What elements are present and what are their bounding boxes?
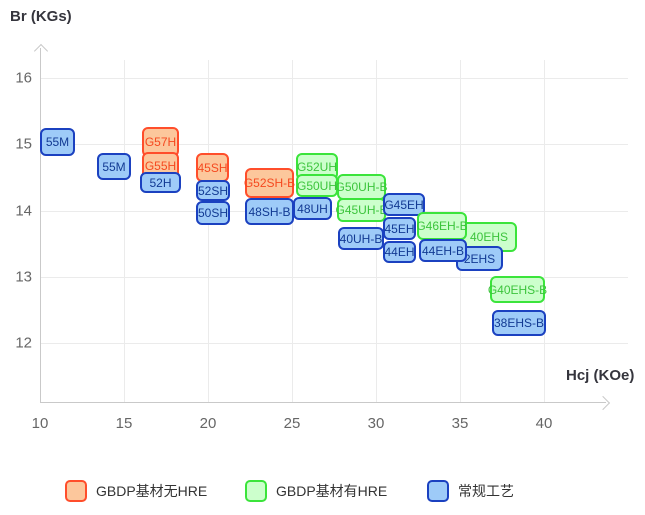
legend-swatch-icon — [245, 480, 267, 502]
h-gridline — [41, 211, 628, 212]
grade-box-52sh: 52SH — [196, 180, 230, 201]
y-axis-arrow-icon — [33, 43, 49, 59]
v-gridline — [124, 60, 125, 402]
x-axis-line — [40, 402, 606, 403]
y-tick-label: 16 — [15, 69, 32, 87]
grade-box-52h: 52H — [140, 172, 181, 193]
legend-swatch-icon — [65, 480, 87, 502]
grade-box-55m: 55M — [97, 153, 131, 180]
grade-box-g45uh-b: G45UH-B — [336, 198, 388, 222]
h-gridline — [41, 343, 628, 344]
grade-box-48sh-b: 48SH-B — [245, 198, 294, 225]
x-tick-label: 40 — [535, 415, 553, 432]
grade-box-40uh-b: 40UH-B — [338, 227, 384, 250]
v-gridline — [544, 60, 545, 402]
y-tick-label: 12 — [15, 334, 32, 352]
v-gridline — [208, 60, 209, 402]
grade-box-44eh: 44EH — [383, 241, 416, 263]
grade-box-50sh: 50SH — [196, 201, 230, 225]
grade-box-g46eh-b: G46EH-B — [416, 212, 468, 240]
x-tick-label: 15 — [115, 415, 133, 432]
y-axis-title: Br (KGs) — [10, 8, 72, 25]
h-gridline — [41, 78, 628, 79]
legend-item-gbdp_no_hre[interactable]: GBDP基材无HRE — [65, 480, 207, 502]
y-axis-line — [40, 48, 41, 402]
grade-box-44eh-b: 44EH-B — [419, 239, 467, 262]
legend-label: 常规工艺 — [458, 483, 514, 499]
legend-item-gbdp_hre[interactable]: GBDP基材有HRE — [245, 480, 387, 502]
v-gridline — [292, 60, 293, 402]
legend-item-conventional[interactable]: 常规工艺 — [427, 480, 514, 502]
x-axis-title: Hcj (KOe) — [566, 367, 635, 384]
x-tick-label: 30 — [367, 415, 385, 432]
grade-box-48uh: 48UH — [293, 197, 332, 220]
legend-label: GBDP基材无HRE — [96, 483, 208, 499]
y-tick-label: 14 — [15, 202, 32, 220]
x-tick-label: 20 — [199, 415, 217, 432]
x-tick-label: 35 — [451, 415, 469, 432]
x-tick-label: 10 — [31, 415, 49, 432]
y-tick-label: 13 — [15, 268, 32, 286]
grade-box-g45eh: G45EH — [383, 193, 425, 216]
h-gridline — [41, 144, 628, 145]
legend-label: GBDP基材有HRE — [276, 483, 388, 499]
grade-box-55m: 55M — [40, 128, 75, 156]
x-axis-arrow-icon — [595, 395, 611, 411]
y-tick-label: 15 — [15, 135, 32, 153]
grade-box-g40ehs-b: G40EHS-B — [488, 276, 547, 303]
grade-box-g50uh-b: G50UH-B — [336, 174, 388, 200]
legend: GBDP基材无HRE GBDP基材有HRE 常规工艺 — [0, 479, 645, 505]
x-tick-label: 25 — [283, 415, 301, 432]
grade-box-45eh: 45EH — [383, 217, 416, 240]
grade-box-40ehs: 40EHS — [461, 222, 517, 252]
grade-box-g52sh-b: G52SH-B — [244, 168, 295, 198]
h-gridline — [41, 277, 628, 278]
grade-box-38ehs-b: 38EHS-B — [492, 310, 546, 336]
grade-box-g50uh: G50UH — [296, 174, 338, 197]
grade-box-45sh: 45SH — [196, 153, 229, 182]
legend-swatch-icon — [427, 480, 449, 502]
